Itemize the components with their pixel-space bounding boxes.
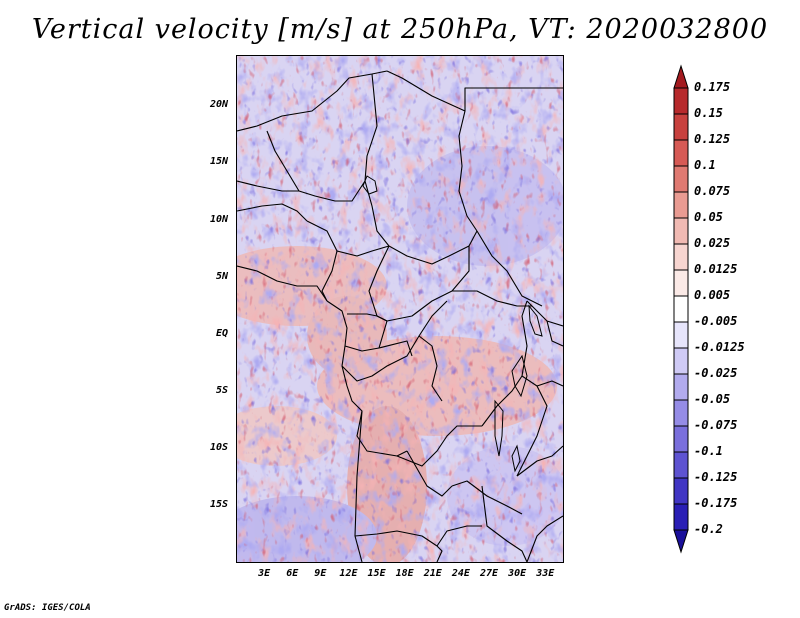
colorbar-arrow-top (673, 64, 689, 89)
colorbar-tick-label: 0.15 (694, 106, 723, 120)
colorbar-tick-label: 0.125 (694, 132, 731, 146)
colorbar-tick-label: -0.025 (694, 366, 738, 380)
colorbar-tick-label: 0.05 (694, 210, 723, 224)
colorbar-arrow-bottom (673, 529, 689, 554)
longitude-tick-label: 12E (339, 568, 358, 579)
country-boundaries (237, 70, 563, 562)
colorbar-segment (673, 113, 689, 141)
colorbar-segment (673, 139, 689, 167)
colorbar-segment (673, 165, 689, 193)
colorbar-tick-label: -0.005 (694, 314, 738, 328)
vertical-velocity-map (236, 55, 564, 563)
longitude-tick-label: 15E (367, 568, 386, 579)
colorbar-segment (673, 217, 689, 245)
latitude-tick-label: 10S (209, 441, 228, 453)
longitude-tick-label: 18E (395, 568, 414, 579)
colorbar-tick-label: 0.0125 (694, 262, 738, 276)
colorbar-segment (673, 321, 689, 349)
colorbar-segment (673, 451, 689, 479)
colorbar-segment (673, 347, 689, 375)
colorbar-segment (673, 295, 689, 323)
colorbar-tick-label: -0.2 (694, 522, 723, 536)
field-strong-descent (237, 56, 563, 562)
longitude-tick-label: 24E (451, 568, 470, 579)
lakes (362, 175, 543, 473)
map-title: Vertical velocity [m/s] at 250hPa, VT: 2… (31, 14, 769, 45)
colorbar-tick-label: 0.075 (694, 184, 731, 198)
colorbar-segment (673, 87, 689, 115)
colorbar-tick-label: -0.05 (694, 392, 731, 406)
longitude-tick-label: 30E (508, 568, 527, 579)
colorbar-segment (673, 191, 689, 219)
latitude-tick-label: 10N (209, 213, 228, 225)
longitude-tick-label: 33E (536, 568, 555, 579)
colorbar-segment (673, 399, 689, 427)
longitude-tick-label: 9E (314, 568, 327, 579)
latitude-tick-label: 20N (209, 99, 228, 111)
colorbar-segment (673, 503, 689, 531)
longitude-tick-label: 21E (423, 568, 442, 579)
colorbar-segment (673, 269, 689, 297)
latitude-tick-label: 15N (209, 156, 228, 168)
colorbar-tick-label: 0.025 (694, 236, 731, 250)
colorbar-tick-label: -0.1 (694, 444, 723, 458)
colorbar-tick-label: -0.0125 (694, 340, 745, 354)
latitude-tick-label: 5N (215, 270, 228, 282)
colorbar-tick-label: -0.125 (694, 470, 738, 484)
colorbar-tick-label: 0.175 (694, 80, 731, 94)
colorbar-tick-label: 0.005 (694, 288, 731, 302)
colorbar-tick-label: -0.175 (694, 496, 738, 510)
colorbar-segment (673, 243, 689, 271)
longitude-tick-label: 6E (286, 568, 299, 579)
colorbar-segment (673, 373, 689, 401)
latitude-tick-label: 15S (209, 498, 228, 510)
latitude-tick-label: 5S (215, 384, 228, 396)
longitude-tick-label: 27E (479, 568, 499, 579)
longitude-tick-label: 3E (258, 568, 271, 579)
colorbar-segment (673, 477, 689, 505)
colorbar-tick-label: -0.075 (694, 418, 738, 432)
latitude-tick-label: EQ (215, 327, 228, 339)
grads-credit: GrADS: IGES/COLA (4, 603, 91, 613)
colorbar-segment (673, 425, 689, 453)
colorbar-tick-label: 0.1 (694, 158, 716, 172)
